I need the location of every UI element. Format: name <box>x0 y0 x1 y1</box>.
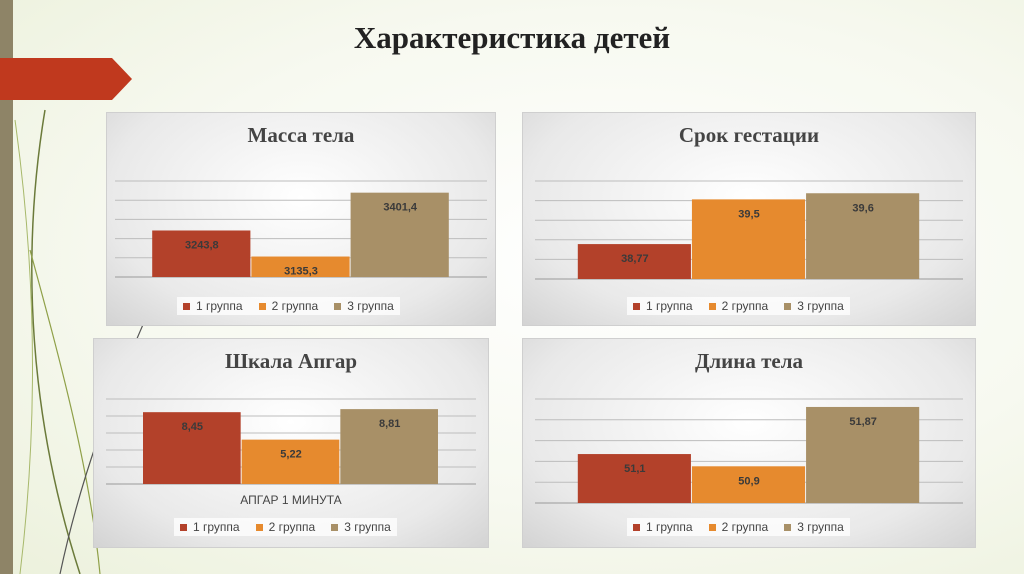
data-label-apgar-group-1: 8,45 <box>182 421 203 433</box>
data-label-mass-group-2: 3135,3 <box>284 266 318 278</box>
data-label-gestation-group-1: 38,77 <box>621 253 649 265</box>
bar-chart-length: 51,1 50,9 51,87 <box>535 398 963 504</box>
legend-swatch <box>255 523 263 531</box>
chart-legend-length: 1 группа 2 группа 3 группа <box>627 518 850 536</box>
legend-swatch <box>180 523 187 531</box>
bar-mass-group-3 <box>350 192 449 277</box>
legend-item-group-2: 2 группа <box>255 520 316 534</box>
legend-label: 2 группа <box>268 520 316 534</box>
apgar-x-axis-label: АПГАР 1 МИНУТА <box>240 493 342 507</box>
data-label-gestation-group-2: 39,5 <box>738 208 759 220</box>
title-arrow-shape <box>0 58 132 100</box>
bar-gestation-group-3 <box>806 193 920 279</box>
bar-gestation-group-2 <box>691 199 806 279</box>
data-label-mass-group-3: 3401,4 <box>383 202 418 214</box>
data-label-gestation-group-3: 39,6 <box>852 202 873 214</box>
chart-panel-apgar: Шкала Апгар 8,45 5,22 8,81 АПГАР 1 МИНУТА … <box>93 338 489 548</box>
chart-title-length: Длина тела <box>694 349 804 373</box>
bar-chart-mass: 3243,8 3135,3 3401,4 <box>115 180 487 278</box>
legend-swatch <box>784 523 792 531</box>
legend-item-group-1: 1 группа <box>633 520 693 534</box>
legend-item-group-1: 1 группа <box>633 299 693 313</box>
bar-mass-group-2 <box>251 256 350 277</box>
bar-apgar-group-3 <box>340 409 438 484</box>
legend-item-group-3: 3 группа <box>331 520 391 534</box>
legend-label: 3 группа <box>797 520 844 534</box>
legend-swatch <box>784 302 792 310</box>
legend-label: 3 группа <box>797 299 844 313</box>
chart-legend-apgar: 1 группа 2 группа 3 группа <box>174 518 397 536</box>
legend-item-group-1: 1 группа <box>183 299 243 313</box>
data-label-apgar-group-2: 5,22 <box>280 449 301 461</box>
legend-item-group-2: 2 группа <box>708 520 769 534</box>
legend-item-group-1: 1 группа <box>180 520 240 534</box>
legend-label: 3 группа <box>347 299 394 313</box>
legend-label: 2 группа <box>271 299 319 313</box>
legend-swatch <box>334 302 342 310</box>
chart-panel-mass: Масса тела 3243,8 3135,3 3401,4 1 группа 2 … <box>106 112 496 326</box>
legend-label: 1 группа <box>646 299 693 313</box>
chart-title-mass: Масса тела <box>247 123 355 147</box>
chart-legend-gestation: 1 группа 2 группа 3 группа <box>627 297 850 315</box>
legend-swatch <box>633 302 640 310</box>
bar-apgar-group-1 <box>143 412 241 484</box>
chart-legend-mass: 1 группа 2 группа 3 группа <box>177 297 400 315</box>
legend-swatch <box>708 302 716 310</box>
legend-swatch <box>708 523 716 531</box>
chart-title-apgar: Шкала Апгар <box>224 349 358 373</box>
data-label-length-group-1: 51,1 <box>624 463 645 475</box>
legend-swatch <box>633 523 640 531</box>
legend-swatch <box>183 302 190 310</box>
data-label-length-group-2: 50,9 <box>738 475 759 487</box>
legend-item-group-3: 3 группа <box>334 299 394 313</box>
slide-title: Характеристика детей <box>353 20 671 55</box>
bar-chart-apgar: 8,45 5,22 8,81 <box>106 398 476 485</box>
legend-label: 2 группа <box>721 299 769 313</box>
bar-apgar-group-2 <box>241 439 340 484</box>
data-label-length-group-3: 51,87 <box>849 416 877 428</box>
bar-gestation-group-1 <box>577 244 691 279</box>
legend-label: 1 группа <box>646 520 693 534</box>
legend-swatch <box>258 302 266 310</box>
legend-item-group-3: 3 группа <box>784 520 844 534</box>
legend-item-group-2: 2 группа <box>708 299 769 313</box>
bar-chart-gestation: 38,77 39,5 39,6 <box>535 180 963 280</box>
bar-length-group-1 <box>577 454 691 503</box>
left-accent-bar <box>0 0 13 574</box>
legend-item-group-3: 3 группа <box>784 299 844 313</box>
legend-label: 1 группа <box>193 520 240 534</box>
chart-title-gestation: Срок гестации <box>678 123 820 147</box>
legend-label: 3 группа <box>344 520 391 534</box>
legend-swatch <box>331 523 339 531</box>
legend-label: 2 группа <box>721 520 769 534</box>
legend-label: 1 группа <box>196 299 243 313</box>
chart-panel-gestation: Срок гестации 38,77 39,5 39,6 1 группа 2 гр… <box>522 112 976 326</box>
data-label-mass-group-1: 3243,8 <box>185 239 219 251</box>
chart-panel-length: Длина тела 51,1 50,9 51,87 1 группа 2 групп… <box>522 338 976 548</box>
bar-length-group-2 <box>691 466 806 503</box>
bar-mass-group-1 <box>152 230 251 277</box>
bar-length-group-3 <box>806 406 920 503</box>
legend-item-group-2: 2 группа <box>258 299 319 313</box>
data-label-apgar-group-3: 8,81 <box>379 418 400 430</box>
